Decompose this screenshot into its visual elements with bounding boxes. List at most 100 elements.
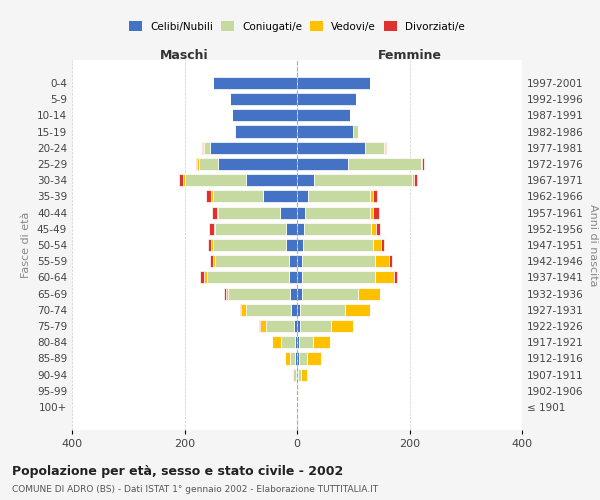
Bar	[229, 93, 297, 105]
Bar	[297, 126, 353, 138]
Bar	[226, 288, 229, 300]
Bar	[331, 320, 353, 332]
Bar	[280, 206, 297, 218]
Bar	[260, 320, 266, 332]
Bar	[300, 320, 331, 332]
Bar	[297, 158, 347, 170]
Bar	[297, 336, 299, 348]
Bar	[370, 190, 373, 202]
Bar	[214, 222, 215, 235]
Bar	[289, 272, 297, 283]
Bar	[212, 190, 263, 202]
Bar	[212, 255, 215, 268]
Bar	[297, 352, 299, 364]
Bar	[212, 206, 217, 218]
Bar	[299, 352, 307, 364]
Bar	[299, 336, 313, 348]
Bar	[211, 239, 212, 251]
Bar	[376, 222, 380, 235]
Bar	[298, 368, 301, 381]
Bar	[295, 352, 297, 364]
Bar	[212, 239, 286, 251]
Bar	[297, 385, 298, 397]
Bar	[199, 158, 218, 170]
Bar	[382, 239, 384, 251]
Legend: Celibi/Nubili, Coniugati/e, Vedovi/e, Divorziati/e: Celibi/Nubili, Coniugati/e, Vedovi/e, Di…	[125, 17, 469, 36]
Y-axis label: Anni di nascita: Anni di nascita	[587, 204, 598, 286]
Bar	[374, 255, 389, 268]
Bar	[218, 158, 297, 170]
Bar	[412, 174, 414, 186]
Bar	[314, 174, 412, 186]
Bar	[208, 239, 211, 251]
Bar	[210, 255, 212, 268]
Bar	[301, 368, 307, 381]
Bar	[414, 174, 417, 186]
Bar	[285, 352, 290, 364]
Bar	[297, 288, 302, 300]
Bar	[297, 206, 305, 218]
Bar	[297, 320, 300, 332]
Text: COMUNE DI ADRO (BS) - Dati ISTAT 1° gennaio 2002 - Elaborazione TUTTITALIA.IT: COMUNE DI ADRO (BS) - Dati ISTAT 1° genn…	[12, 485, 378, 494]
Bar	[297, 222, 304, 235]
Bar	[218, 206, 280, 218]
Bar	[184, 174, 185, 186]
Bar	[239, 304, 241, 316]
Bar	[297, 255, 302, 268]
Bar	[292, 368, 293, 381]
Bar	[272, 336, 281, 348]
Bar	[292, 304, 297, 316]
Bar	[304, 222, 371, 235]
Bar	[197, 158, 199, 170]
Bar	[421, 158, 422, 170]
Bar	[295, 336, 297, 348]
Bar	[307, 352, 321, 364]
Bar	[385, 142, 386, 154]
Bar	[302, 239, 373, 251]
Bar	[297, 304, 300, 316]
Bar	[204, 142, 210, 154]
Bar	[373, 239, 382, 251]
Bar	[179, 174, 184, 186]
Bar	[297, 93, 356, 105]
Bar	[422, 158, 424, 170]
Bar	[210, 142, 297, 154]
Bar	[286, 222, 297, 235]
Bar	[373, 206, 379, 218]
Bar	[247, 304, 292, 316]
Bar	[289, 255, 297, 268]
Bar	[358, 288, 380, 300]
Bar	[373, 190, 377, 202]
Bar	[234, 126, 235, 138]
Bar	[293, 368, 296, 381]
Bar	[370, 206, 373, 218]
Bar	[297, 77, 370, 89]
Bar	[297, 109, 350, 122]
Bar	[224, 288, 226, 300]
Bar	[294, 320, 297, 332]
Bar	[308, 190, 370, 202]
Bar	[204, 272, 207, 283]
Bar	[212, 77, 297, 89]
Bar	[290, 288, 297, 300]
Bar	[266, 320, 294, 332]
Bar	[313, 336, 330, 348]
Bar	[241, 304, 247, 316]
Text: Popolazione per età, sesso e stato civile - 2002: Popolazione per età, sesso e stato civil…	[12, 465, 343, 478]
Bar	[290, 352, 295, 364]
Bar	[263, 190, 297, 202]
Bar	[394, 272, 397, 283]
Bar	[196, 158, 197, 170]
Bar	[345, 304, 370, 316]
Bar	[232, 109, 297, 122]
Bar	[281, 336, 295, 348]
Bar	[389, 255, 392, 268]
Bar	[302, 272, 374, 283]
Bar	[215, 255, 289, 268]
Bar	[296, 368, 297, 381]
Bar	[297, 368, 298, 381]
Bar	[217, 206, 218, 218]
Bar	[297, 174, 314, 186]
Bar	[235, 126, 297, 138]
Bar	[211, 190, 212, 202]
